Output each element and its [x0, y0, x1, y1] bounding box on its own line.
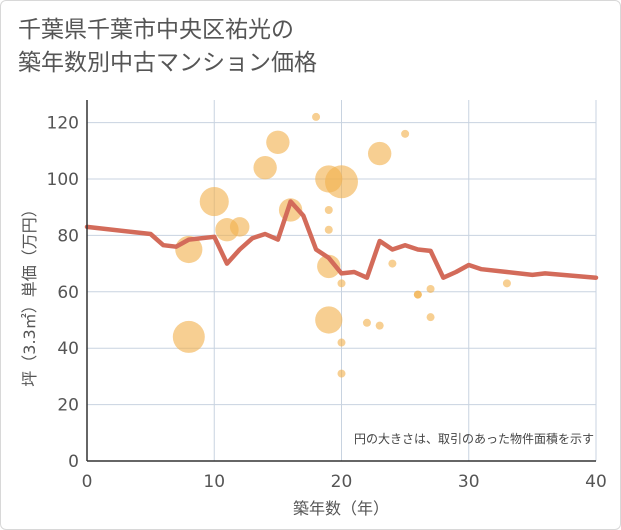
size-annotation: 円の大きさは、取引のあった物件面積を示す [354, 431, 594, 446]
y-tick-label: 120 [47, 114, 79, 134]
bubble-point [502, 279, 511, 288]
bubble-point [266, 130, 290, 154]
grid-lines [87, 100, 597, 461]
bubble-point [315, 306, 343, 334]
y-axis-label: 坪（3.3㎡）単価（万円） [20, 201, 39, 386]
axes [86, 100, 596, 462]
bubble-point [172, 320, 205, 353]
bubble-point [337, 369, 346, 378]
bubble-point [229, 217, 250, 237]
bubble-point [426, 284, 435, 293]
bubble-point [253, 156, 277, 180]
bubble-point [367, 141, 392, 166]
bubble-point [413, 290, 422, 299]
bubble-point [317, 254, 341, 279]
bubble-point [312, 112, 321, 121]
y-tick-label: 100 [47, 170, 79, 190]
y-tick-label: 40 [57, 339, 79, 359]
bubble-point [199, 186, 229, 217]
bubble-point [362, 318, 371, 327]
bubble-point [388, 259, 397, 268]
bubble-point [324, 225, 333, 234]
tick-labels: 0 20 40 60 80 100 120 0 10 20 30 40 [47, 114, 607, 492]
y-tick-label: 0 [68, 452, 79, 472]
bubble-point [426, 313, 435, 322]
x-tick-label: 40 [585, 472, 607, 492]
y-tick-label: 20 [57, 396, 79, 416]
bubble-point [337, 338, 346, 347]
x-tick-label: 30 [458, 472, 480, 492]
x-tick-label: 10 [203, 472, 225, 492]
bubble-point [337, 279, 346, 288]
bubble-series [172, 112, 511, 378]
bubble-point [375, 321, 384, 330]
bubble-point [401, 129, 410, 138]
chart-title: 千葉県千葉市中央区祐光の 築年数別中古マンション価格 [18, 14, 317, 80]
average-price-line [84, 199, 599, 280]
x-tick-label: 20 [331, 472, 353, 492]
title-line-1: 千葉県千葉市中央区祐光の [18, 17, 294, 43]
y-tick-label: 60 [57, 283, 79, 303]
average-line-series [84, 199, 599, 280]
bubble-point [325, 165, 358, 199]
x-tick-label: 0 [82, 472, 93, 492]
bubble-point [324, 205, 333, 214]
x-axis-label: 築年数（年） [293, 499, 389, 518]
y-tick-label: 80 [57, 226, 79, 246]
title-line-2: 築年数別中古マンション価格 [18, 50, 317, 76]
